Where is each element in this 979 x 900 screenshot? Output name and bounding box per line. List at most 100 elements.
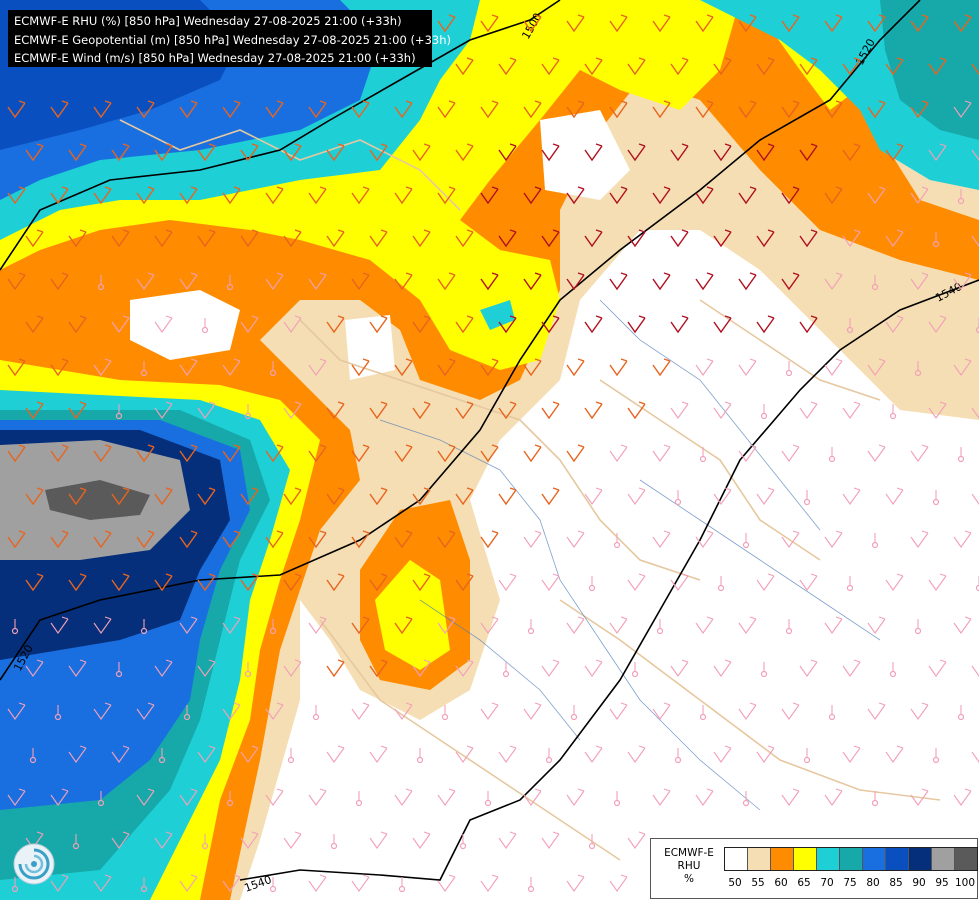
wind-barb <box>394 702 413 720</box>
wind-barb <box>867 358 886 376</box>
wind-barb <box>351 874 370 892</box>
wind-barb <box>480 874 499 892</box>
wind-barb <box>154 573 173 592</box>
wind-barb <box>68 315 87 334</box>
wind-barb <box>437 616 456 634</box>
rhu-65-south-core <box>375 560 450 670</box>
wind-barb <box>824 14 843 33</box>
wind-barb <box>971 149 979 161</box>
wind-barb <box>713 745 732 763</box>
wind-barb <box>50 616 69 634</box>
wind-barb <box>265 444 284 463</box>
rhu-50-hole-2 <box>345 315 395 380</box>
wind-barb <box>437 358 456 377</box>
wind-barb <box>265 788 284 806</box>
wind-barb <box>627 57 646 76</box>
wind-barb <box>222 358 241 376</box>
wind-barb <box>93 616 112 634</box>
wind-barb <box>566 616 585 634</box>
rhu-50-hole-1 <box>130 290 240 360</box>
wind-barb <box>953 616 972 634</box>
wind-barb <box>867 702 886 720</box>
wind-barb <box>308 788 327 806</box>
legend-swatch-50 <box>725 848 748 870</box>
wind-barb <box>566 788 585 806</box>
wind-barb <box>756 229 775 248</box>
wind-barb <box>627 143 646 162</box>
wind-barb <box>93 186 112 205</box>
wind-barb <box>910 100 929 119</box>
wind-barb <box>670 401 689 419</box>
wind-barb <box>695 272 714 291</box>
wind-barb <box>437 14 456 33</box>
wind-barbs <box>7 14 979 893</box>
legend-tick-55: 55 <box>751 877 765 889</box>
wind-barb <box>781 444 800 462</box>
wind-barb <box>566 272 585 291</box>
wind-barb <box>541 831 560 849</box>
wind-barb <box>437 186 456 205</box>
wind-barb <box>867 100 886 119</box>
wind-barb <box>369 315 388 334</box>
wind-barb <box>394 616 413 635</box>
wind-barb <box>455 315 474 334</box>
wind-barb <box>584 487 603 505</box>
wind-barb <box>326 229 345 248</box>
wind-barb <box>498 229 517 248</box>
wind-barb <box>326 573 345 592</box>
wind-barb <box>523 358 542 377</box>
wind-barb <box>824 530 843 548</box>
wind-barb <box>283 487 302 506</box>
wind-barb <box>713 315 732 334</box>
wind-barb <box>412 143 431 162</box>
wind-barb <box>652 530 671 548</box>
wind-barb <box>584 143 603 162</box>
title-line-geopotential: ECMWF-E Geopotential (m) [850 hPa] Wedne… <box>14 32 451 47</box>
wind-barb <box>609 874 628 892</box>
wind-barb <box>713 229 732 248</box>
rhu-100-core <box>45 480 150 520</box>
wind-barb <box>541 143 560 162</box>
wind-barb <box>265 100 284 119</box>
wind-barb <box>93 100 112 119</box>
wind-calm-marker <box>975 326 979 334</box>
wind-barb <box>910 186 929 204</box>
wind-barb <box>7 358 26 377</box>
wind-calm-marker <box>975 584 979 592</box>
wind-barb <box>781 530 800 548</box>
wind-barb <box>609 272 628 291</box>
wind-barb <box>781 100 800 119</box>
wind-barb <box>222 616 241 634</box>
wind-barb <box>111 315 130 333</box>
wind-barb <box>523 186 542 205</box>
wind-barb <box>154 401 173 419</box>
wind-barb <box>523 702 542 720</box>
wind-barb <box>627 573 646 591</box>
wind-barb <box>799 401 818 419</box>
wind-barb <box>566 444 585 463</box>
wind-barb <box>971 751 979 763</box>
wind-barb <box>670 659 689 677</box>
wind-barb <box>68 487 87 506</box>
wind-barb <box>928 659 947 677</box>
wind-barb <box>308 272 327 290</box>
wind-barb <box>523 530 542 548</box>
rhu-50-southeast <box>240 240 979 900</box>
wind-barb <box>695 186 714 205</box>
wind-barb <box>480 702 499 720</box>
wind-barb <box>584 315 603 334</box>
wind-barb <box>756 487 775 505</box>
wind-barb <box>111 487 130 506</box>
wind-barb <box>498 57 517 76</box>
wind-barb <box>283 659 302 677</box>
wind-barb <box>351 186 370 205</box>
wind-barb <box>799 57 818 76</box>
wind-barb <box>541 659 560 677</box>
legend-unit: % <box>684 873 694 885</box>
rhu-50-hole-3 <box>540 110 630 200</box>
rhu-70-spot <box>480 300 515 330</box>
wind-barb <box>136 186 155 205</box>
wind-barb <box>885 229 904 247</box>
